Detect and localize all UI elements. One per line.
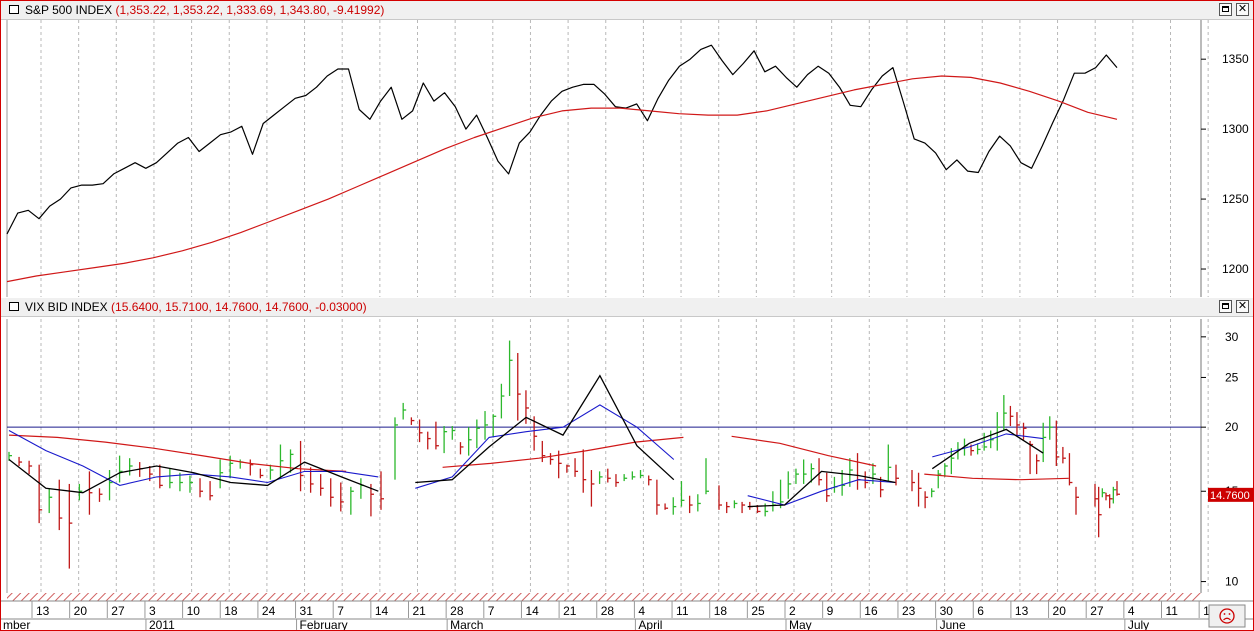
x-tick-label: 4 [1128, 604, 1135, 618]
top-panel-values: (1,353.22, 1,353.22, 1,333.69, 1,343.80,… [115, 3, 385, 17]
top-y-tick-label: 1300 [1222, 122, 1249, 136]
top-y-tick-label: 1200 [1222, 262, 1249, 276]
top-panel-symbol: S&P 500 INDEX [25, 3, 113, 17]
vix-blue-average-line [932, 433, 1044, 458]
x-tick-label: 30 [940, 604, 954, 618]
vix-red-average-line [731, 435, 877, 467]
top-maximize-button[interactable] [1219, 3, 1232, 16]
month-label: 2011 [149, 618, 175, 630]
x-tick-label: 11 [1166, 604, 1179, 618]
bottom-panel-titlebar: VIX BID INDEX (15.6400, 15.7100, 14.7600… [1, 298, 1253, 317]
x-tick-label: 28 [601, 604, 615, 618]
x-tick-label: 23 [902, 604, 916, 618]
bottom-y-tick-label: 20 [1225, 420, 1239, 434]
x-tick-label: 2 [789, 604, 796, 618]
x-tick-label: 27 [111, 604, 125, 618]
bottom-panel-title: VIX BID INDEX (15.6400, 15.7100, 14.7600… [25, 298, 367, 316]
x-tick-label: 4 [638, 604, 645, 618]
x-tick-label: 28 [450, 604, 464, 618]
x-tick-label: 20 [74, 604, 88, 618]
panel-menu-icon[interactable] [9, 5, 19, 14]
x-tick-label: 13 [36, 604, 50, 618]
x-tick-label: 18 [224, 604, 238, 618]
x-tick-label: 10 [187, 604, 201, 618]
x-tick-label: 31 [300, 604, 314, 618]
x-tick-label: 18 [714, 604, 728, 618]
x-tick-label: 16 [864, 604, 878, 618]
vix-black-average-line [415, 374, 675, 484]
bottom-y-tick-label: 30 [1225, 330, 1239, 344]
x-tick-label: 3 [149, 604, 156, 618]
vix-blue-average-line [415, 404, 675, 489]
month-label: May [789, 618, 812, 630]
bottom-y-tick-label: 10 [1225, 575, 1239, 589]
month-label: mber [3, 618, 30, 630]
bottom-panel-values: (15.6400, 15.7100, 14.7600, 14.7600, -0.… [111, 300, 367, 314]
month-label: June [940, 618, 966, 630]
x-tick-label: 13 [1015, 604, 1029, 618]
bottom-panel-symbol: VIX BID INDEX [25, 300, 108, 314]
top-close-button[interactable]: ✕ [1236, 3, 1249, 16]
x-tick-label: 27 [1090, 604, 1104, 618]
last-value-box [1208, 487, 1253, 502]
bottom-maximize-button[interactable] [1219, 300, 1232, 313]
sp500-price-line [6, 44, 1118, 235]
bottom-y-tick-label: 25 [1225, 370, 1239, 384]
vix-red-average-line [8, 434, 347, 472]
status-icon-box [1208, 604, 1246, 628]
sad-face-icon [1219, 608, 1235, 624]
sad-face-mouth [1223, 617, 1231, 621]
x-tick-label: 11 [676, 604, 689, 618]
x-tick-label: 9 [827, 604, 834, 618]
x-tick-label: 14 [375, 604, 389, 618]
vix-black-average-line [931, 428, 1044, 470]
month-label: July [1128, 618, 1149, 630]
x-tick-label: 6 [977, 604, 984, 618]
x-tick-label: 20 [1053, 604, 1067, 618]
x-tick-label: 14 [525, 604, 539, 618]
top-panel-titlebar: S&P 500 INDEX (1,353.22, 1,353.22, 1,333… [1, 1, 1253, 20]
sad-face-eye [1228, 613, 1231, 615]
x-tick-label: 21 [563, 604, 577, 618]
top-panel-title: S&P 500 INDEX (1,353.22, 1,353.22, 1,333… [25, 1, 384, 19]
vix-blue-average-line [8, 430, 379, 486]
top-y-tick-label: 1350 [1222, 52, 1249, 66]
x-tick-label: 7 [488, 604, 495, 618]
x-tick-label: 24 [262, 604, 276, 618]
vix-black-average-line [747, 470, 896, 508]
vix-red-average-line [924, 473, 1069, 481]
vix-blue-average-line [747, 479, 896, 506]
vix-black-average-line [8, 458, 379, 494]
bottom-close-button[interactable]: ✕ [1236, 300, 1249, 313]
top-y-tick-label: 1250 [1222, 192, 1249, 206]
x-tick-label: 25 [751, 604, 765, 618]
panel-menu-icon[interactable] [9, 302, 19, 311]
month-label: March [450, 618, 483, 630]
sp500-moving-average-line [6, 75, 1118, 283]
month-label: February [300, 618, 348, 630]
last-value-label: 14.7600 [1210, 490, 1250, 502]
month-label: April [638, 618, 662, 630]
x-tick-label: 7 [337, 604, 344, 618]
vix-red-average-line [442, 436, 684, 468]
sad-face-eye [1223, 613, 1226, 615]
x-tick-label: 21 [413, 604, 427, 618]
session-strip [7, 593, 1201, 601]
